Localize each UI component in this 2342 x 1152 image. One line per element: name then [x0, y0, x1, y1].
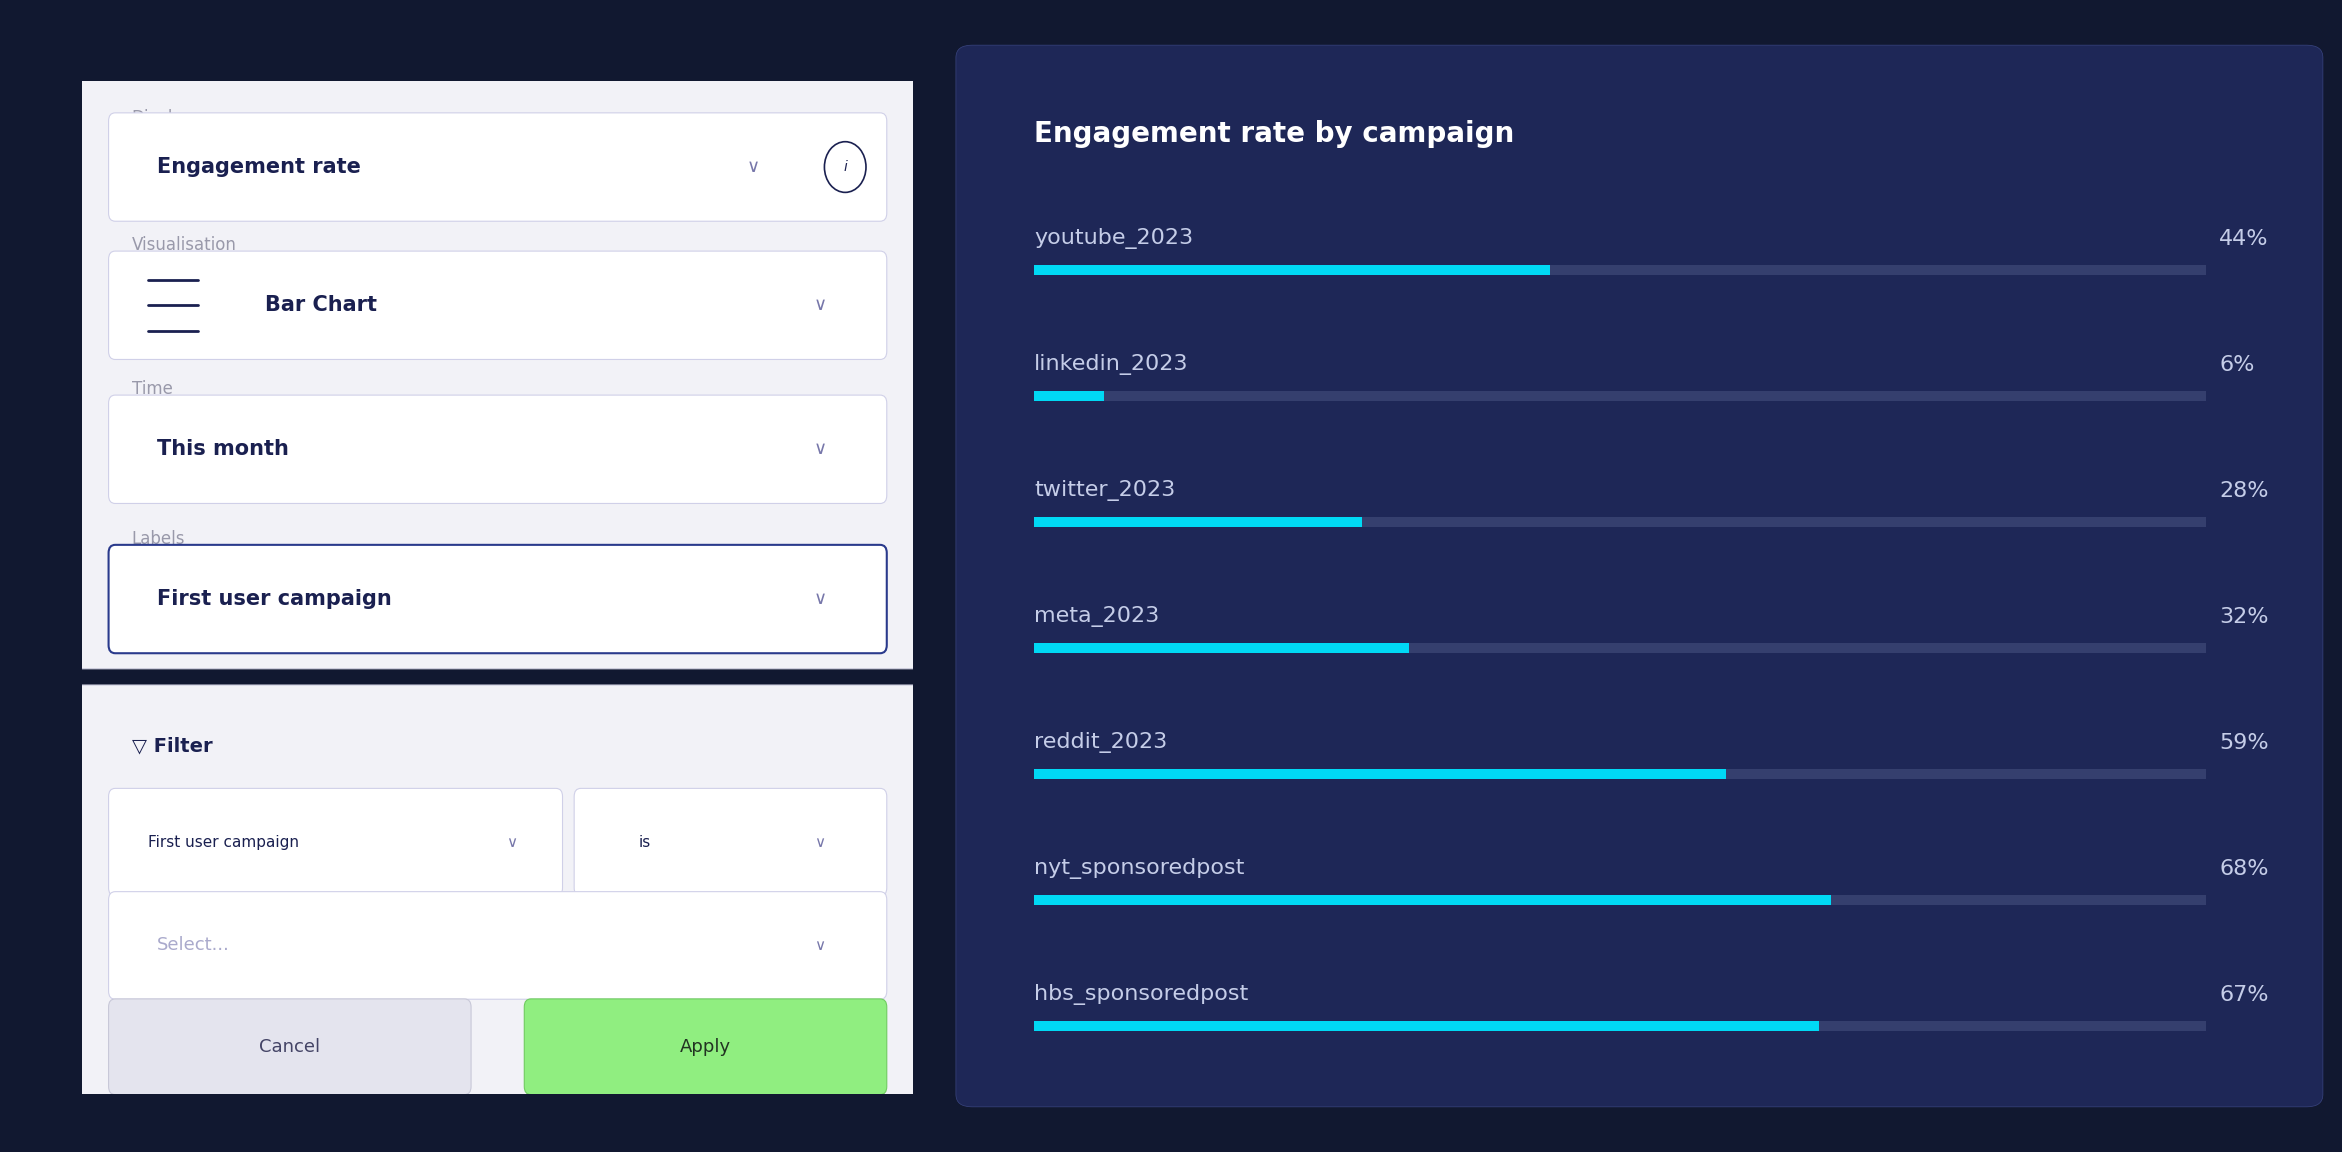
Bar: [1033, 770, 1726, 779]
Text: twitter_2023: twitter_2023: [1033, 480, 1176, 501]
FancyBboxPatch shape: [108, 545, 888, 653]
Bar: [1033, 517, 1363, 528]
Text: nyt_sponsoredpost: nyt_sponsoredpost: [1033, 858, 1244, 879]
FancyBboxPatch shape: [108, 251, 888, 359]
Bar: [1033, 392, 1105, 401]
FancyBboxPatch shape: [108, 395, 888, 503]
Text: ∨: ∨: [813, 590, 827, 608]
Text: reddit_2023: reddit_2023: [1033, 733, 1166, 753]
FancyBboxPatch shape: [525, 999, 888, 1094]
Text: ∨: ∨: [813, 938, 824, 953]
Bar: [1033, 265, 1550, 275]
Text: youtube_2023: youtube_2023: [1033, 228, 1192, 249]
FancyBboxPatch shape: [108, 788, 562, 896]
Text: ∨: ∨: [813, 440, 827, 458]
Text: Time: Time: [131, 380, 173, 399]
Bar: [1033, 517, 2206, 528]
FancyBboxPatch shape: [108, 892, 888, 999]
FancyBboxPatch shape: [108, 999, 471, 1094]
Text: 6%: 6%: [2220, 355, 2255, 374]
Text: 68%: 68%: [2220, 858, 2269, 879]
Text: hbs_sponsoredpost: hbs_sponsoredpost: [1033, 984, 1248, 1006]
Text: Visualisation: Visualisation: [131, 236, 237, 255]
Text: Select...: Select...: [157, 937, 230, 955]
Bar: [1033, 643, 2206, 653]
Bar: [1033, 770, 2206, 779]
Bar: [1033, 1021, 1820, 1031]
Text: ∨: ∨: [506, 835, 518, 850]
Bar: [1033, 895, 2206, 905]
Bar: [1033, 392, 2206, 401]
Bar: [1033, 265, 2206, 275]
Text: ∨: ∨: [813, 296, 827, 314]
Text: is: is: [639, 835, 651, 850]
Text: First user campaign: First user campaign: [148, 835, 300, 850]
Text: Apply: Apply: [679, 1038, 731, 1055]
Text: 44%: 44%: [2220, 229, 2269, 249]
FancyBboxPatch shape: [108, 113, 888, 221]
Text: ∨: ∨: [813, 835, 824, 850]
Bar: [1033, 1021, 2206, 1031]
Text: meta_2023: meta_2023: [1033, 606, 1159, 627]
Text: Display: Display: [131, 109, 194, 128]
FancyBboxPatch shape: [73, 685, 923, 1107]
Bar: [1033, 895, 1831, 905]
Text: Cancel: Cancel: [260, 1038, 321, 1055]
Text: First user campaign: First user campaign: [157, 589, 391, 609]
Text: 32%: 32%: [2220, 607, 2269, 627]
Text: Bar Chart: Bar Chart: [265, 295, 377, 316]
Text: 28%: 28%: [2220, 480, 2269, 501]
Bar: [1033, 643, 1410, 653]
Text: Engagement rate: Engagement rate: [157, 157, 361, 177]
Text: Engagement rate by campaign: Engagement rate by campaign: [1033, 120, 1515, 147]
FancyBboxPatch shape: [73, 68, 923, 669]
Text: 59%: 59%: [2220, 733, 2269, 752]
FancyBboxPatch shape: [574, 788, 888, 896]
Text: ∨: ∨: [747, 158, 761, 176]
Text: linkedin_2023: linkedin_2023: [1033, 354, 1187, 376]
Text: 67%: 67%: [2220, 985, 2269, 1005]
Text: i: i: [843, 160, 848, 174]
Text: Labels: Labels: [131, 530, 185, 548]
Text: ▽ Filter: ▽ Filter: [131, 737, 213, 756]
Text: This month: This month: [157, 439, 288, 460]
FancyBboxPatch shape: [956, 45, 2323, 1107]
